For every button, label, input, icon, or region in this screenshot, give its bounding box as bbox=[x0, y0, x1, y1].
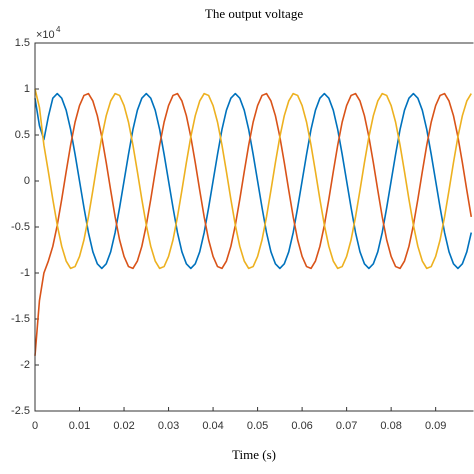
y-tick-label: -2 bbox=[20, 359, 30, 371]
x-tick-label: 0.07 bbox=[336, 420, 357, 432]
y-tick-label: 0.5 bbox=[15, 129, 30, 141]
y-tick-label: -2.5 bbox=[11, 405, 30, 417]
y-tick-label: 1 bbox=[24, 83, 30, 95]
x-tick-label: 0.08 bbox=[380, 420, 401, 432]
series-line bbox=[34, 92, 473, 356]
x-axis-label: Time (s) bbox=[232, 447, 276, 462]
x-tick-label: 0.02 bbox=[113, 420, 134, 432]
y-exponent-base: ×10 bbox=[36, 29, 55, 41]
x-tick-label: 0.04 bbox=[202, 420, 223, 432]
y-exponent: 4 bbox=[56, 25, 61, 34]
y-tick-label: 1.5 bbox=[15, 37, 30, 49]
x-tick-label: 0.09 bbox=[425, 420, 446, 432]
y-tick-label: 0 bbox=[24, 175, 30, 187]
x-tick-label: 0 bbox=[32, 420, 38, 432]
series-line bbox=[34, 88, 472, 270]
x-tick-label: 0.01 bbox=[69, 420, 90, 432]
axes-box bbox=[34, 42, 474, 412]
x-tick-label: 0.06 bbox=[291, 420, 312, 432]
x-tick-label: 0.03 bbox=[158, 420, 179, 432]
y-tick-label: -1.5 bbox=[11, 313, 30, 325]
y-tick-label: -0.5 bbox=[11, 221, 30, 233]
y-tick-label: -1 bbox=[20, 267, 30, 279]
chart-title: The output voltage bbox=[205, 6, 303, 21]
x-tick-label: 0.05 bbox=[247, 420, 268, 432]
